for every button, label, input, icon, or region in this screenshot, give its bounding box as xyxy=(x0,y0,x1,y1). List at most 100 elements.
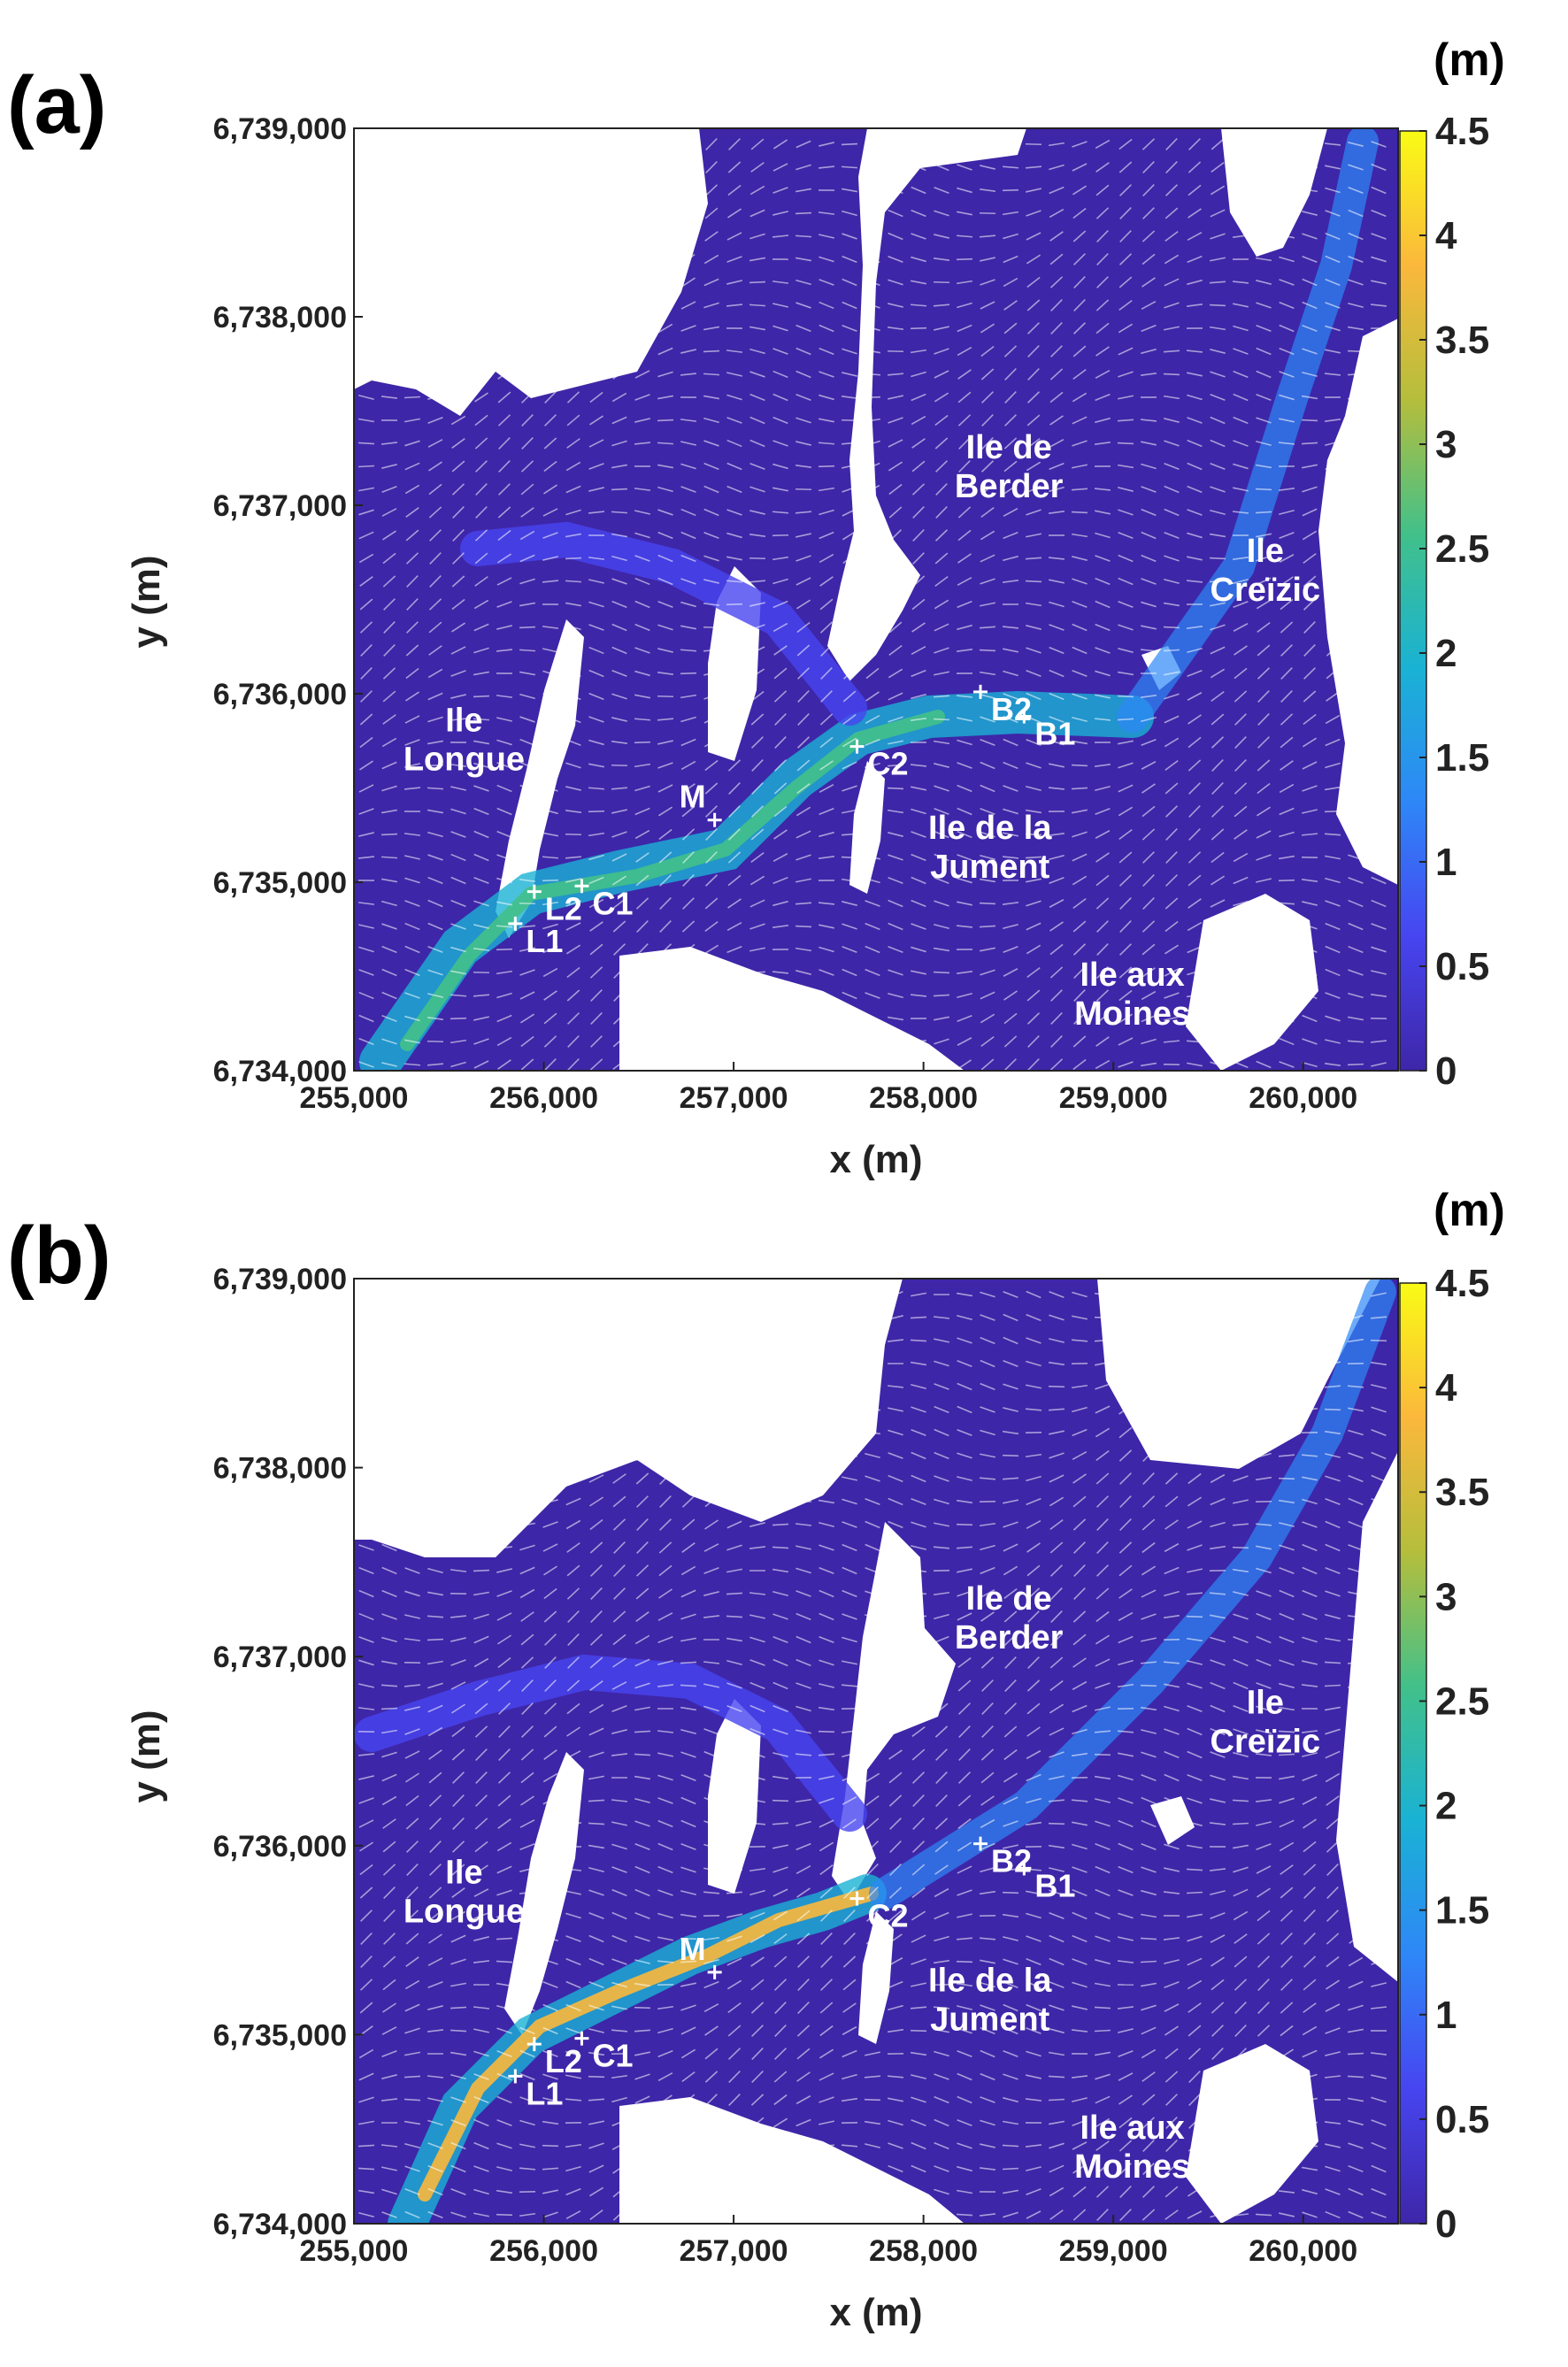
velocity-arrow xyxy=(496,695,513,698)
velocity-arrow xyxy=(358,1683,374,1688)
velocity-arrow xyxy=(427,692,443,701)
velocity-arrow xyxy=(819,1612,834,1621)
velocity-arrow xyxy=(1371,669,1387,678)
velocity-arrow xyxy=(865,1956,880,1968)
velocity-arrow xyxy=(1003,1290,1018,1299)
velocity-arrow xyxy=(358,946,374,953)
velocity-arrow xyxy=(565,1337,581,1344)
velocity-arrow xyxy=(1349,574,1362,588)
velocity-arrow xyxy=(1210,624,1226,631)
velocity-arrow xyxy=(934,763,949,768)
velocity-arrow xyxy=(888,417,903,424)
velocity-arrow xyxy=(1003,1383,1018,1390)
velocity-arrow xyxy=(704,759,719,772)
velocity-arrow xyxy=(796,1842,811,1851)
velocity-arrow xyxy=(1211,1956,1225,1967)
velocity-arrow xyxy=(1188,1403,1201,1416)
velocity-arrow xyxy=(704,231,719,242)
velocity-arrow xyxy=(611,2005,627,2010)
velocity-arrow xyxy=(865,1015,880,1022)
velocity-arrow xyxy=(1187,532,1203,539)
velocity-arrow xyxy=(1049,1934,1065,1943)
velocity-arrow xyxy=(588,692,604,701)
velocity-arrow xyxy=(543,300,557,311)
velocity-arrow xyxy=(1187,1750,1203,1759)
velocity-arrow xyxy=(566,438,580,449)
velocity-arrow xyxy=(1233,876,1249,885)
velocity-arrow xyxy=(819,1288,834,1301)
velocity-arrow xyxy=(682,873,695,888)
velocity-arrow xyxy=(358,531,374,540)
velocity-arrow xyxy=(1048,557,1065,560)
velocity-arrow xyxy=(1371,2074,1387,2079)
velocity-arrow xyxy=(933,2006,950,2010)
velocity-arrow xyxy=(427,2075,444,2079)
velocity-arrow xyxy=(842,325,857,332)
velocity-arrow xyxy=(1049,1889,1065,1896)
velocity-arrow xyxy=(1164,1016,1180,1021)
velocity-arrow xyxy=(1050,989,1063,1002)
velocity-arrow xyxy=(726,1520,742,1529)
velocity-arrow xyxy=(1257,667,1271,680)
velocity-arrow xyxy=(1256,1658,1272,1667)
velocity-arrow xyxy=(542,211,558,216)
velocity-arrow xyxy=(1165,1449,1178,1462)
velocity-arrow xyxy=(934,2188,949,2195)
velocity-arrow xyxy=(1211,1380,1224,1393)
velocity-arrow xyxy=(1048,1799,1065,1802)
velocity-arrow xyxy=(842,667,857,680)
velocity-arrow xyxy=(772,211,788,216)
velocity-arrow xyxy=(588,1727,604,1736)
velocity-arrow xyxy=(1049,601,1065,608)
velocity-arrow xyxy=(1026,509,1041,516)
velocity-arrow xyxy=(1232,1775,1249,1780)
velocity-arrow xyxy=(934,1522,949,1527)
velocity-arrow xyxy=(1095,1865,1111,1874)
velocity-arrow xyxy=(635,162,649,173)
velocity-arrow xyxy=(1302,1014,1318,1023)
velocity-arrow xyxy=(889,1864,902,1876)
station-label: C2 xyxy=(868,746,909,782)
velocity-arrow xyxy=(680,1014,696,1023)
velocity-arrow xyxy=(405,1818,419,1830)
velocity-arrow xyxy=(1325,462,1341,471)
velocity-arrow xyxy=(404,373,421,376)
velocity-arrow xyxy=(635,1472,649,1485)
velocity-arrow xyxy=(1349,1749,1363,1760)
velocity-arrow xyxy=(1002,1430,1019,1435)
velocity-arrow xyxy=(519,1429,535,1436)
velocity-arrow xyxy=(819,347,834,356)
velocity-arrow xyxy=(727,1311,742,1324)
velocity-arrow xyxy=(543,322,557,334)
velocity-arrow xyxy=(980,368,995,380)
velocity-arrow xyxy=(1003,255,1018,264)
velocity-arrow xyxy=(1164,531,1180,540)
velocity-arrow xyxy=(588,1957,604,1966)
velocity-arrow xyxy=(496,302,512,309)
velocity-arrow xyxy=(1211,2071,1224,2083)
velocity-arrow xyxy=(1026,669,1041,678)
velocity-arrow xyxy=(981,437,994,450)
velocity-arrow xyxy=(380,2144,398,2148)
velocity-arrow xyxy=(979,1477,996,1480)
velocity-arrow xyxy=(1188,2002,1202,2013)
x-tick-label: 255,000 xyxy=(300,2234,409,2268)
velocity-arrow xyxy=(1140,695,1157,698)
velocity-arrow xyxy=(1026,1797,1041,1804)
velocity-arrow xyxy=(1256,370,1272,379)
velocity-arrow xyxy=(680,1565,696,1576)
velocity-arrow xyxy=(1279,1544,1295,1551)
velocity-arrow xyxy=(749,1751,765,1758)
velocity-arrow xyxy=(1302,2073,1318,2080)
velocity-arrow xyxy=(404,165,420,170)
velocity-arrow xyxy=(588,511,605,514)
velocity-arrow xyxy=(521,1679,534,1692)
velocity-arrow xyxy=(611,1406,627,1413)
velocity-arrow xyxy=(1257,712,1270,726)
velocity-arrow xyxy=(1209,281,1226,284)
velocity-arrow xyxy=(657,531,673,540)
velocity-arrow xyxy=(565,509,581,516)
velocity-arrow xyxy=(612,1518,626,1531)
velocity-arrow xyxy=(819,1589,834,1598)
velocity-arrow xyxy=(473,1888,489,1897)
